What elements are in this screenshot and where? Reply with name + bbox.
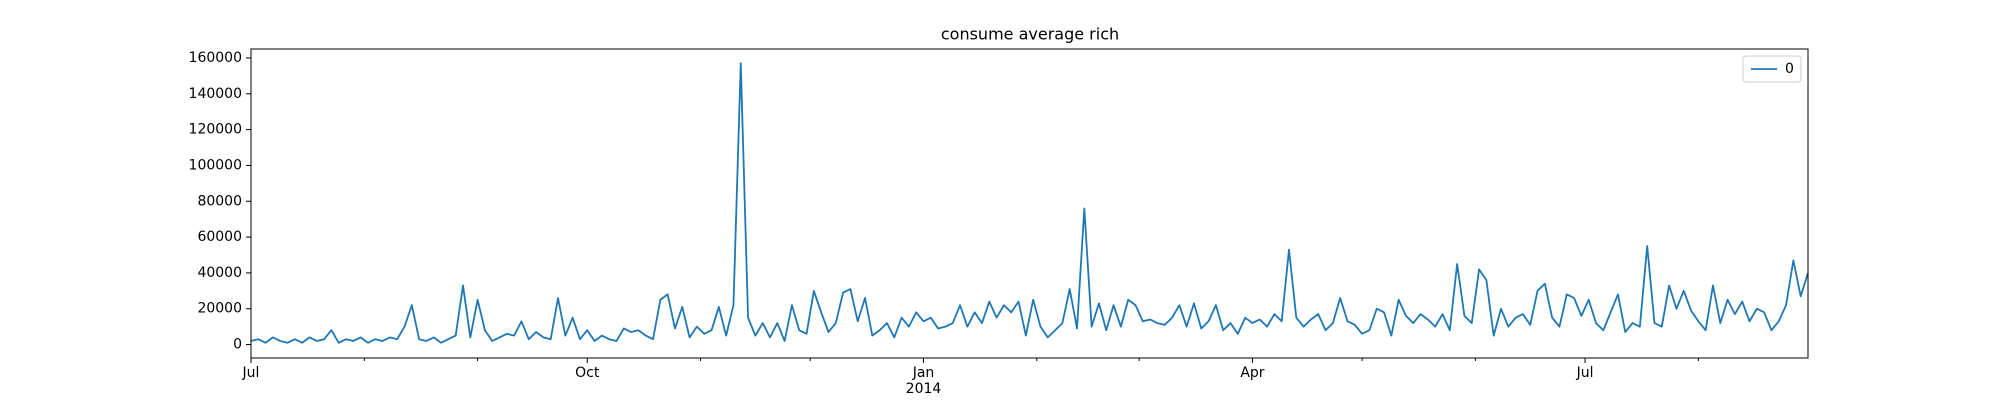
x-tick-sublabel: 2014 <box>906 381 942 397</box>
y-tick-label: 120000 <box>189 122 242 138</box>
y-tick-label: 0 <box>233 337 242 353</box>
y-tick-label: 20000 <box>197 301 242 317</box>
x-tick-label: Oct <box>575 365 600 381</box>
data-line <box>250 62 1809 344</box>
plot-frame <box>250 48 1809 359</box>
x-tick-label: Apr <box>1240 365 1264 381</box>
x-tick-label: Jul <box>242 365 260 381</box>
y-tick-label: 60000 <box>197 229 242 245</box>
y-tick-label: 140000 <box>189 86 242 102</box>
y-tick-label: 160000 <box>189 50 242 66</box>
y-tick-label: 100000 <box>189 157 242 173</box>
x-tick-label: Jan <box>912 365 935 381</box>
y-tick-label: 80000 <box>197 193 242 209</box>
chart-title: consume average rich <box>941 25 1119 44</box>
y-tick-label: 40000 <box>197 265 242 281</box>
x-tick-label: Jul <box>1576 365 1594 381</box>
legend-label: 0 <box>1785 61 1794 77</box>
